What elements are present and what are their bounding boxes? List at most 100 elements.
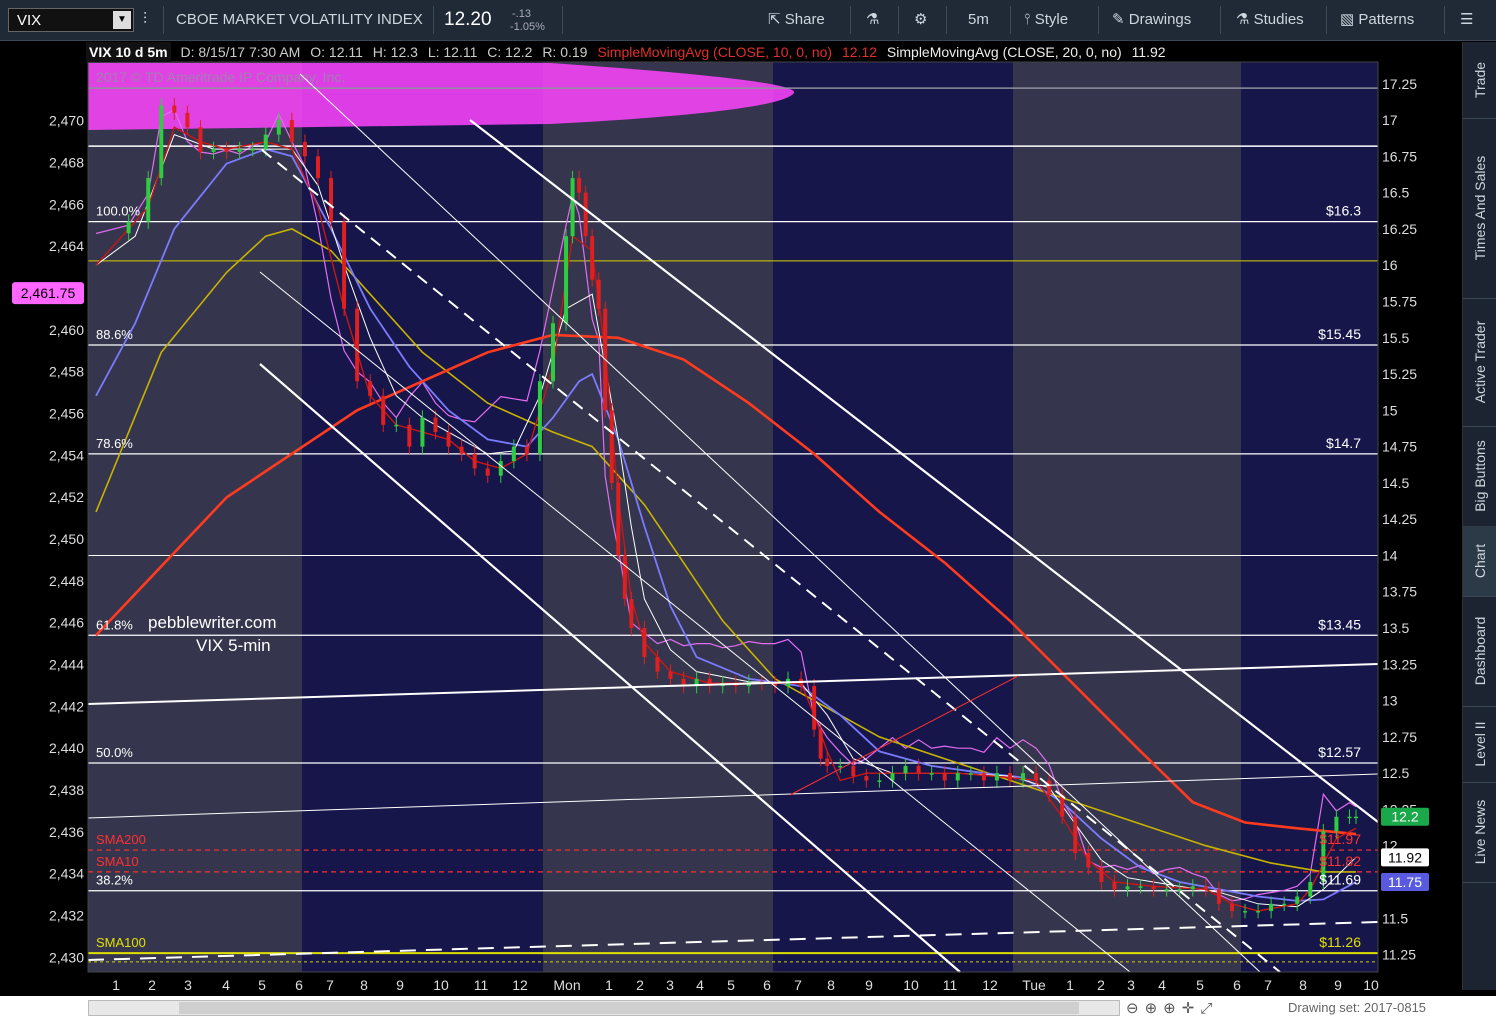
left-tick-label: 2,452 [49, 489, 84, 505]
candle-body [420, 417, 425, 447]
candle-body [1269, 903, 1274, 912]
candle-body [1334, 816, 1339, 832]
candle-body [668, 671, 673, 679]
candle-body [1282, 903, 1287, 906]
candle-body [570, 178, 575, 237]
tab-active-trader[interactable]: Active Trader [1463, 298, 1496, 427]
x-tick-label: 11 [474, 977, 489, 993]
trendline [87, 663, 1379, 705]
candle-body [302, 141, 307, 157]
tab-trade[interactable]: Trade [1463, 42, 1496, 119]
tab-chart[interactable]: Chart [1463, 526, 1496, 597]
drawing-set-label[interactable]: Drawing set: 2017-0815 [1288, 1000, 1427, 1015]
trendline [789, 675, 1019, 796]
watermark: 2017 © TD Ameritrade IP Company, Inc. [96, 69, 345, 85]
x-tick-label: 2 [636, 977, 644, 993]
fib-label: 38.2% [96, 873, 133, 888]
tab-big-buttons[interactable]: Big Buttons [1463, 426, 1496, 527]
candle-body [916, 765, 921, 774]
candle-body [1295, 896, 1300, 904]
drawings-button[interactable]: ✎ Drawings [1112, 0, 1191, 40]
candle-body [524, 446, 529, 454]
style-icon: ⫯ [1024, 11, 1031, 28]
flask-icon[interactable]: ⚗ [866, 11, 880, 28]
pan-icon[interactable]: ⤢ [1200, 1000, 1219, 1017]
sma-level-price: $11.82 [1319, 853, 1361, 869]
gear-icon[interactable]: ⚙ [914, 11, 928, 28]
scrollbar-thumb[interactable] [179, 1002, 1079, 1014]
candle-body [185, 112, 190, 128]
zoom-fit-icon[interactable]: ⊕ [1144, 1000, 1164, 1017]
session-band [1241, 62, 1378, 972]
tab-label: Dashboard [1472, 616, 1488, 686]
candle-body [550, 323, 555, 382]
candle-body [1138, 886, 1143, 888]
fib-price: $16.3 [1326, 203, 1361, 219]
symbol-selector[interactable]: VIX ▼ [8, 8, 134, 32]
left-tick-label: 2,466 [49, 196, 84, 212]
tab-times-and-sales[interactable]: Times And Sales [1463, 118, 1496, 299]
candle-body [1243, 911, 1248, 913]
last-price: 12.20 [444, 9, 492, 30]
chevron-down-icon[interactable]: ▼ [113, 11, 131, 29]
candle-body [694, 678, 699, 687]
bar-close: C: 12.2 [487, 44, 533, 60]
left-tick-label: 2,434 [49, 866, 84, 882]
x-tick-label: 8 [1299, 977, 1307, 993]
sma100-line [95, 228, 1356, 873]
left-tick-label: 2,448 [49, 573, 84, 589]
left-tick-label: 2,470 [49, 113, 84, 129]
candle-body [355, 308, 360, 382]
right-tick-label: 15 [1382, 402, 1398, 418]
patterns-button[interactable]: ▧ Patterns [1340, 0, 1414, 40]
highlight-ellipse [88, 63, 795, 130]
menu-icon[interactable]: ☰ [1460, 11, 1474, 28]
tab-level-ii[interactable]: Level II [1463, 706, 1496, 783]
share-icon: ⇱ [768, 11, 781, 28]
candle-body [459, 446, 464, 454]
tab-label: Live News [1472, 799, 1488, 865]
bar-high: H: 12.3 [372, 44, 418, 60]
candle-body [1256, 911, 1261, 913]
right-price-badge [1381, 807, 1429, 826]
crosshair-icon[interactable]: ✛ [1181, 1000, 1201, 1017]
share-button[interactable]: ⇱ Share [768, 0, 825, 40]
candle-body [890, 773, 895, 781]
plot-frame [87, 61, 1379, 973]
right-sidebar-tabs: Trade Times And Sales Active Trader Big … [1462, 42, 1496, 990]
sma-level-label: SMA10 [96, 854, 139, 869]
candle-body [289, 120, 294, 142]
horizontal-scrollbar[interactable] [88, 1000, 1120, 1016]
right-tick-label: 13 [1382, 693, 1398, 709]
left-tick-label: 2,432 [49, 908, 84, 924]
timeframe-button[interactable]: 5m [968, 11, 989, 28]
candle-body [864, 776, 869, 781]
style-button[interactable]: ⫯ Style [1024, 0, 1068, 40]
link-icon[interactable]: ⫶ [143, 11, 148, 28]
session-band [543, 62, 773, 972]
fib-label: 61.8% [96, 617, 133, 632]
x-tick-label: 8 [827, 977, 835, 993]
x-tick-label: 3 [184, 977, 192, 993]
studies-button[interactable]: ⚗ Studies [1236, 0, 1304, 40]
symbol-text: VIX [17, 12, 42, 29]
x-tick-label: 9 [865, 977, 873, 993]
tab-label: Trade [1472, 61, 1488, 99]
tab-dashboard[interactable]: Dashboard [1463, 596, 1496, 707]
tab-label: Active Trader [1472, 320, 1488, 404]
sma-level-label: SMA200 [96, 832, 146, 847]
candle-body [263, 134, 268, 150]
x-tick-label: Tue [1022, 977, 1046, 993]
tab-live-news[interactable]: Live News [1463, 782, 1496, 883]
left-tick-label: 2,464 [49, 238, 84, 254]
x-tick-label: 4 [222, 977, 230, 993]
candle-body [211, 149, 216, 152]
candle-body [590, 236, 595, 280]
drawings-label: Drawings [1128, 11, 1192, 28]
candle-body [407, 424, 412, 447]
candle-body [609, 410, 614, 483]
candle-body [968, 773, 973, 775]
zoom-in-icon[interactable]: ⊕ [1163, 1000, 1182, 1017]
chart-area[interactable]: 2017 © TD Ameritrade IP Company, Inc. 10… [0, 0, 1460, 996]
zoom-out-icon[interactable]: ⊖ [1126, 1000, 1145, 1017]
